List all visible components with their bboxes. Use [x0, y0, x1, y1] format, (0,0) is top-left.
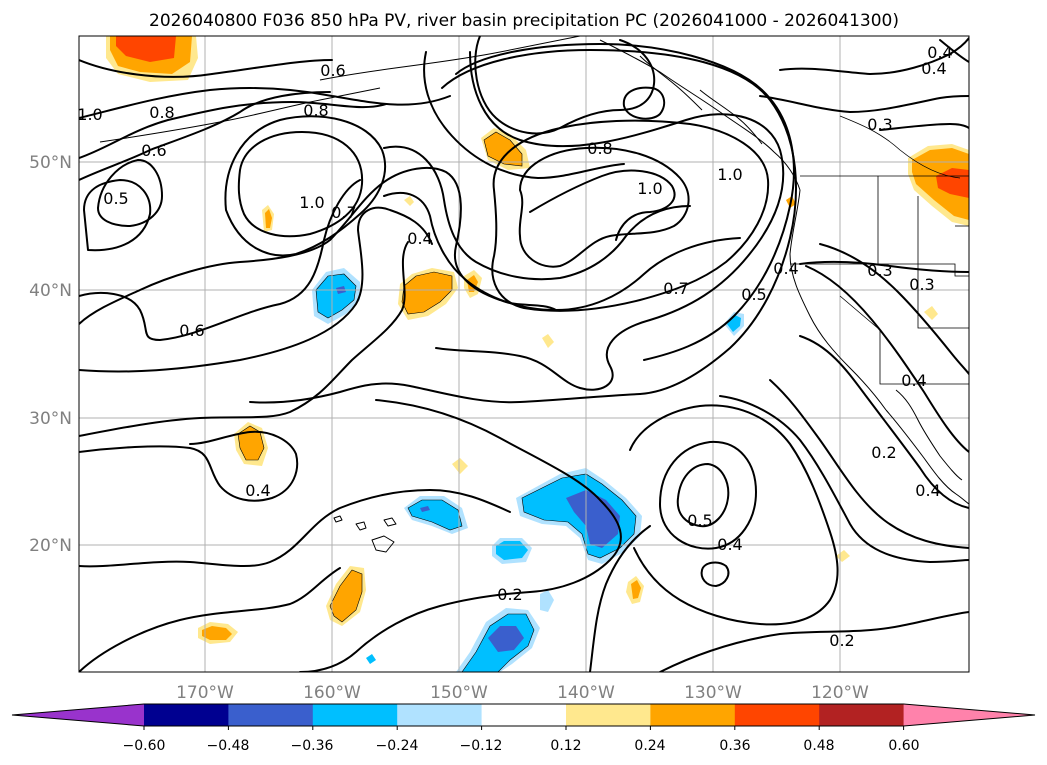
contour-label: 0.5: [687, 511, 712, 530]
contour-label: 0.6: [179, 321, 204, 340]
contour-label: 0.7: [663, 279, 688, 298]
colorbar-bin: [144, 704, 229, 726]
lat-label: 50°N: [29, 153, 72, 173]
contour-label: 1.0: [77, 105, 102, 124]
contour-label: 0.2: [871, 443, 896, 462]
shading-outlines: [237, 131, 637, 672]
contour-label: 0.5: [741, 285, 766, 304]
coastlines: [99, 36, 969, 553]
colorbar-tick-label: −0.60: [123, 738, 166, 754]
colorbar-bin: [819, 704, 905, 726]
precip-shading: [106, 36, 969, 672]
colorbar-bin: [734, 704, 820, 726]
colorbar-tick-labels: −0.60 −0.48 −0.36 −0.24 −0.12 0.12 0.24 …: [123, 738, 920, 754]
colorbar-tick-label: 0.60: [888, 738, 919, 754]
colorbar-bin: [566, 704, 651, 726]
colorbar-bin: [481, 704, 567, 726]
colorbar-bin: [650, 704, 736, 726]
contour-label: 0.4: [717, 535, 742, 554]
pv-isolines: [79, 36, 969, 672]
contour-label: 0.6: [320, 61, 345, 80]
colorbar-tick-label: 0.36: [719, 738, 750, 754]
colorbar-bin: [397, 704, 483, 726]
contour-label: 0.3: [909, 275, 934, 294]
contour-label: 0.8: [587, 139, 612, 158]
colorbar-tick-label: −0.48: [207, 738, 250, 754]
lon-label: 130°W: [684, 683, 742, 703]
colorbar-tick-label: −0.36: [291, 738, 334, 754]
political-borders: [790, 115, 969, 385]
contour-label: 0.2: [497, 585, 522, 604]
contour-label: 0.6: [141, 141, 166, 160]
latitude-labels: 50°N 40°N 30°N 20°N: [29, 153, 72, 556]
contour-label: 0.8: [303, 101, 328, 120]
contour-label: 0.4: [921, 59, 946, 78]
contour-label: 0.4: [407, 229, 432, 248]
contour-label: 0.4: [927, 43, 952, 62]
contour-label: 1.0: [299, 193, 324, 212]
lon-label: 120°W: [811, 683, 869, 703]
contour-label: 0.8: [149, 103, 174, 122]
contour-label: 0.3: [867, 115, 892, 134]
colorbar-bin: [228, 704, 314, 726]
contour-label: 0.3: [867, 261, 892, 280]
colorbar-tick-label: 0.12: [550, 738, 581, 754]
contour-labels: 0.6 0.4 0.3 0.8 0.6 1.0 0.5 0.8 1.0 0.7 …: [77, 43, 953, 650]
colorbar-bin: [312, 704, 398, 726]
contour-label: 1.0: [717, 165, 742, 184]
map-frame: [78, 35, 970, 673]
colorbar-over-arrow: [903, 704, 1035, 726]
lon-label: 150°W: [430, 683, 488, 703]
contour-label: 0.7: [331, 203, 356, 222]
lat-label: 30°N: [29, 409, 72, 429]
colorbar-tick-label: −0.12: [460, 738, 503, 754]
lat-label: 20°N: [29, 536, 72, 556]
contour-label: 0.2: [829, 631, 854, 650]
colorbar-under-arrow: [12, 704, 144, 726]
contour-label: 1.0: [637, 179, 662, 198]
figure-title: 2026040800 F036 850 hPa PV, river basin …: [149, 11, 899, 31]
contour-label: 0.4: [901, 371, 926, 390]
contour-label: 0.4: [915, 481, 940, 500]
colorbar-tick-label: −0.24: [376, 738, 419, 754]
colorbar: [11, 703, 1036, 730]
longitude-labels: 170°W 160°W 150°W 140°W 130°W 120°W: [176, 683, 869, 703]
contour-label: 0.4: [773, 259, 798, 278]
lon-label: 160°W: [303, 683, 361, 703]
colorbar-tick-label: 0.48: [803, 738, 834, 754]
lon-label: 170°W: [176, 683, 234, 703]
lon-label: 140°W: [557, 683, 615, 703]
contour-label: 0.5: [103, 189, 128, 208]
colorbar-tick-label: 0.24: [634, 738, 665, 754]
contour-label: 0.4: [245, 481, 270, 500]
lat-label: 40°N: [29, 281, 72, 301]
